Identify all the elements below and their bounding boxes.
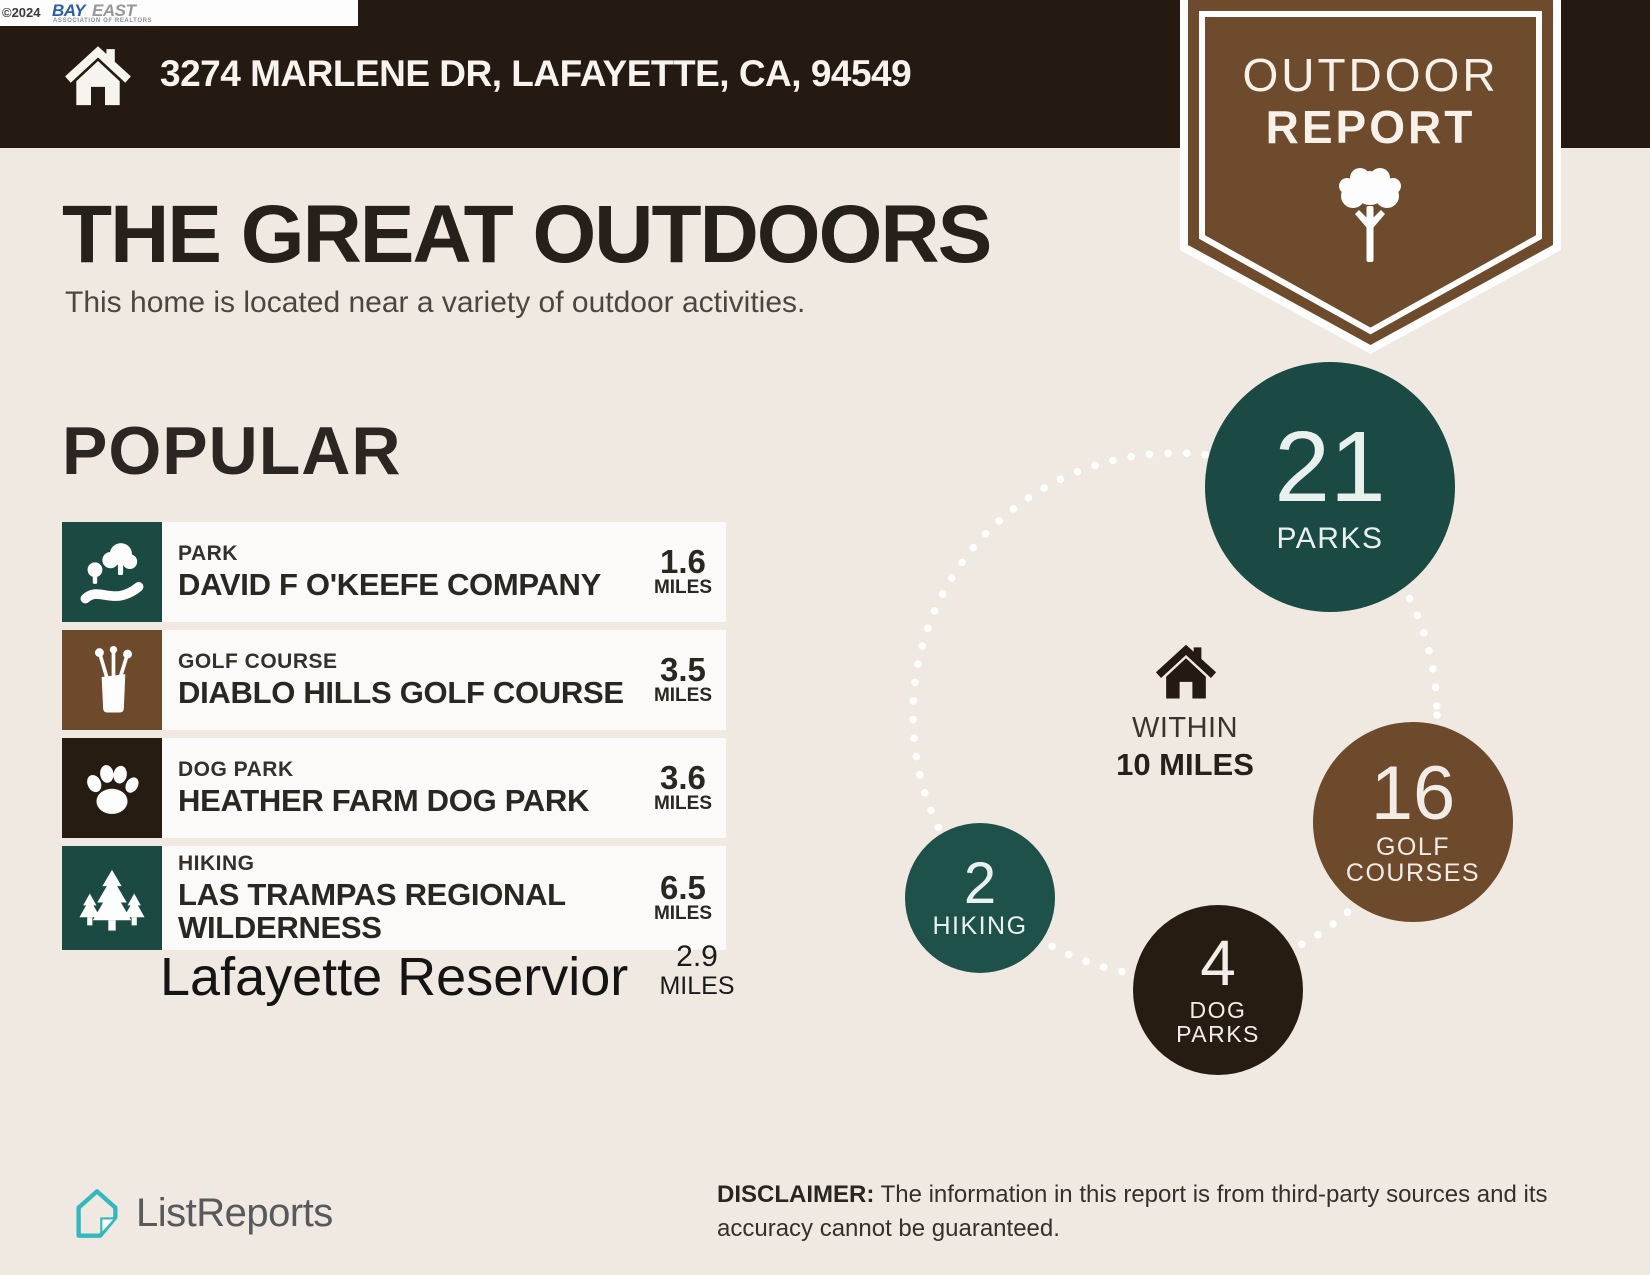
item-distance: 3.5 MILES: [653, 651, 712, 707]
golf-icon-box: [62, 630, 162, 730]
annotation-distance: 2.9 MILES: [659, 940, 735, 1000]
item-name: HEATHER FARM DOG PARK: [178, 783, 590, 819]
golf-bag-icon: [94, 645, 132, 713]
within-radius-label: WITHIN 10 MILES: [1116, 712, 1254, 782]
home-icon: [65, 46, 131, 106]
item-category: GOLF COURSE: [178, 650, 338, 674]
disclaimer-label: DISCLAIMER:: [717, 1181, 875, 1208]
bayeast-logo: ©2024 BAY EAST ASSOCIATION OF REALTORS: [0, 0, 358, 26]
list-item-golf-course: GOLF COURSE DIABLO HILLS GOLF COURSE 3.5…: [62, 630, 726, 730]
item-distance: 3.6 MILES: [653, 759, 712, 815]
badge-title-line2: REPORT: [1265, 101, 1476, 153]
paw-icon: [87, 765, 139, 814]
dog-park-icon-box: [62, 738, 162, 838]
bayeast-logo-east: EAST: [92, 1, 136, 20]
page-title: THE GREAT OUTDOORS: [62, 189, 992, 280]
bubble-hiking: 2 HIKING: [905, 823, 1055, 973]
hiking-icon-box: [62, 846, 162, 950]
annotation-lafayette-reservior: Lafayette Reservior: [160, 947, 629, 1007]
list-item-hiking: HIKING LAS TRAMPAS REGIONAL WILDERNESS 6…: [62, 846, 726, 950]
bubble-parks: 21 PARKS: [1205, 362, 1455, 612]
item-category: HIKING: [178, 851, 255, 875]
page-subtitle: This home is located near a variety of o…: [65, 286, 806, 319]
park-icon: [80, 543, 144, 604]
bubble-golf-courses: 16 GOLF COURSES: [1313, 722, 1513, 922]
badge-title-line1: OUTDOOR: [1242, 49, 1499, 101]
park-icon-box: [62, 522, 162, 622]
item-distance: 6.5 MILES: [653, 869, 712, 925]
listreports-logo: ListReports: [70, 1186, 333, 1240]
popular-list: PARK DAVID F O'KEEFE COMPANY 1.6 MILES: [62, 522, 726, 958]
bayeast-logo-subtext: ASSOCIATION OF REALTORS: [53, 18, 153, 24]
disclaimer: DISCLAIMER: The information in this repo…: [717, 1178, 1589, 1245]
list-item-dog-park: DOG PARK HEATHER FARM DOG PARK 3.6 MILES: [62, 738, 726, 838]
home-icon: [1155, 644, 1217, 699]
popular-heading: POPULAR: [62, 413, 402, 489]
pine-trees-icon: [79, 869, 145, 931]
item-category: PARK: [178, 542, 238, 566]
bayeast-logo-bay: BAY: [52, 1, 86, 20]
bubble-dog-parks: 4 DOG PARKS: [1133, 905, 1303, 1075]
tree-icon: [1339, 168, 1401, 262]
item-name: DIABLO HILLS GOLF COURSE: [178, 675, 624, 711]
property-address: 3274 MARLENE DR, LAFAYETTE, CA, 94549: [160, 53, 912, 94]
disclaimer-text: The information in this report is from t…: [717, 1181, 1548, 1242]
item-category: DOG PARK: [178, 758, 294, 782]
copyright-text: ©2024: [2, 5, 41, 20]
item-name: LAS TRAMPAS REGIONAL WILDERNESS: [178, 876, 566, 945]
outdoor-report-badge: OUTDOOR REPORT: [1180, 0, 1561, 356]
listreports-house-icon: [76, 1189, 118, 1238]
listreports-logo-text: ListReports: [136, 1190, 333, 1235]
item-distance: 1.6 MILES: [653, 543, 712, 599]
item-name: DAVID F O'KEEFE COMPANY: [178, 567, 602, 603]
list-item-park: PARK DAVID F O'KEEFE COMPANY 1.6 MILES: [62, 522, 726, 622]
